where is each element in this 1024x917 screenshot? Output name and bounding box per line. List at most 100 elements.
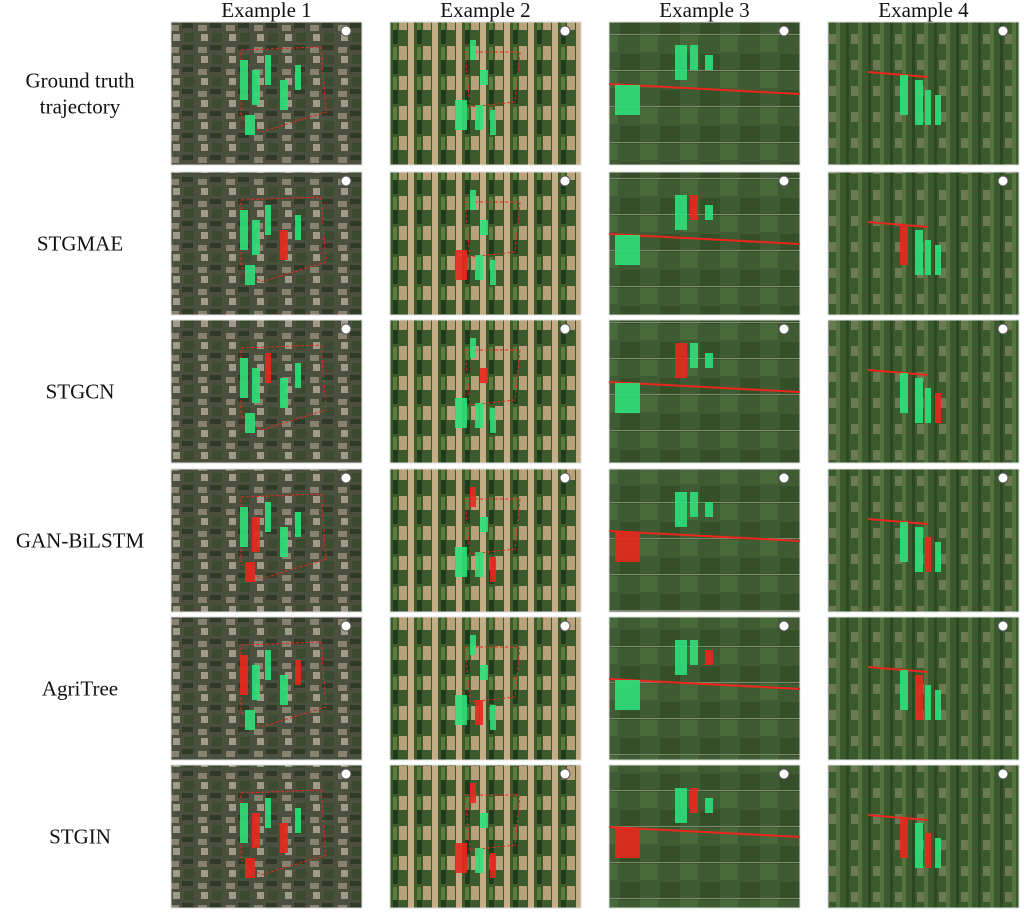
satellite-image	[171, 320, 362, 463]
trajectory-block	[245, 115, 255, 135]
trajectory-block	[490, 705, 496, 730]
row-label: STGMAE	[37, 232, 123, 256]
trajectory-block	[915, 80, 923, 125]
trajectory-block	[475, 552, 483, 577]
satellite-image	[828, 617, 1019, 760]
trajectory-block	[475, 700, 483, 725]
image-border	[389, 319, 582, 464]
compass-icon	[340, 620, 352, 632]
trajectory-block	[240, 60, 248, 100]
trajectory-block	[900, 818, 908, 858]
trajectory-block	[490, 557, 496, 582]
map-tile	[389, 319, 582, 464]
compass-icon	[340, 25, 352, 37]
trajectory-block	[280, 527, 288, 557]
compass-icon	[778, 768, 790, 780]
trajectory-block	[295, 363, 301, 388]
row-label-line: STGCN	[46, 380, 115, 404]
image-border	[170, 21, 363, 166]
trajectory-block	[480, 665, 488, 680]
trajectory-block	[900, 225, 908, 265]
trajectory-block	[280, 378, 288, 408]
satellite-image	[828, 172, 1019, 315]
trajectory-block	[470, 487, 476, 507]
image-border	[170, 319, 363, 464]
trajectory-block	[915, 675, 923, 720]
trajectory-block	[280, 675, 288, 705]
trajectory-block	[675, 343, 687, 378]
row-label-line: trajectory	[40, 95, 121, 119]
image-border	[170, 764, 363, 909]
trajectory-block	[295, 808, 301, 833]
trajectory-block	[915, 378, 923, 423]
trajectory-block	[252, 70, 260, 105]
trajectory-block	[675, 195, 687, 230]
road-path	[608, 381, 801, 393]
compass-icon	[340, 472, 352, 484]
satellite-image	[390, 617, 581, 760]
map-tile	[389, 616, 582, 761]
compass-icon	[997, 323, 1009, 335]
satellite-image	[390, 22, 581, 165]
map-tile	[170, 764, 363, 909]
trajectory-block	[705, 205, 713, 220]
satellite-image	[609, 617, 800, 760]
trajectory-block	[455, 547, 467, 577]
trajectory-block	[690, 45, 698, 70]
trajectory-block	[252, 665, 260, 700]
row-label: Ground truth trajectory	[25, 69, 135, 119]
trajectory-block	[900, 670, 908, 710]
trajectory-block	[675, 640, 687, 675]
map-tile	[608, 468, 801, 613]
road-path	[608, 83, 801, 95]
trajectory-block	[925, 833, 931, 868]
trajectory-block	[690, 640, 698, 665]
trajectory-block	[705, 353, 713, 368]
road-path	[867, 518, 929, 525]
satellite-image	[171, 469, 362, 612]
trajectory-block	[475, 255, 483, 280]
field-outline	[464, 201, 521, 258]
field-outline	[464, 498, 521, 555]
trajectory-block	[265, 502, 271, 532]
trajectory-block	[470, 783, 476, 803]
trajectory-block	[480, 220, 488, 235]
road-path	[867, 666, 929, 673]
trajectory-block	[252, 220, 260, 255]
map-tile	[170, 21, 363, 166]
trajectory-block	[615, 383, 640, 413]
row-label-line: GAN-BiLSTM	[16, 529, 145, 553]
field-outline	[240, 46, 327, 133]
map-tile	[608, 21, 801, 166]
trajectory-block	[280, 230, 288, 260]
map-tile	[170, 171, 363, 316]
satellite-image	[828, 22, 1019, 165]
map-tile	[827, 171, 1020, 316]
field-outline	[464, 349, 521, 406]
field-outline	[240, 641, 327, 728]
map-tile	[389, 468, 582, 613]
trajectory-block	[470, 40, 476, 60]
map-tile	[170, 616, 363, 761]
trajectory-block	[280, 823, 288, 853]
trajectory-block	[615, 532, 640, 562]
column-header: Example 3	[659, 0, 749, 22]
trajectory-block	[675, 492, 687, 527]
compass-icon	[559, 25, 571, 37]
satellite-image	[609, 469, 800, 612]
trajectory-block	[615, 680, 640, 710]
trajectory-block	[470, 190, 476, 210]
trajectory-block	[240, 507, 248, 547]
trajectory-block	[240, 358, 248, 398]
satellite-image	[609, 22, 800, 165]
road-path	[867, 369, 929, 376]
trajectory-block	[935, 690, 941, 720]
field-outline	[240, 344, 327, 431]
satellite-image	[390, 469, 581, 612]
trajectory-block	[925, 388, 931, 423]
compass-icon	[997, 472, 1009, 484]
trajectory-block	[245, 413, 255, 433]
trajectory-block	[265, 798, 271, 828]
compass-icon	[778, 175, 790, 187]
trajectory-block	[245, 562, 255, 582]
